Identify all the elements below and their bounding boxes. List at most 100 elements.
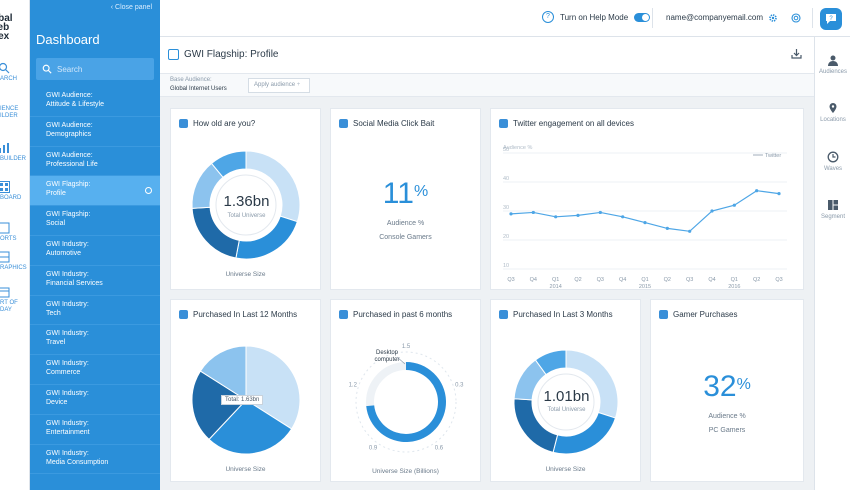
card-title-text: Gamer Purchases (673, 310, 738, 319)
rail-label: ARCH (0, 76, 18, 82)
dashboard-sidebar: ‹ Close panel Dashboard Search GWI Audie… (30, 0, 160, 490)
data-point[interactable] (621, 215, 625, 219)
x-tick-label: Q1 (641, 277, 648, 283)
active-indicator (145, 187, 152, 195)
rail-chart-of-day[interactable]: RT OF DAY (0, 286, 29, 314)
rail-reports[interactable]: ORTS (0, 222, 29, 243)
data-point[interactable] (665, 226, 669, 230)
rail-locations[interactable]: Locations (815, 102, 850, 123)
stat-number: 32 (703, 370, 737, 403)
rail-search[interactable]: ARCH (0, 62, 29, 83)
radial-guide (355, 351, 457, 453)
card-caption: Universe Size (Billions) (372, 468, 439, 475)
rail-infographics[interactable]: RAPHICS (0, 251, 29, 272)
pie-tooltip: Total: 1.63bn (221, 395, 264, 405)
card-caption: Universe Size (225, 466, 266, 473)
audience-bar: Base Audience: Global Internet Users App… (160, 73, 814, 97)
card-title: Purchased In Last 3 Months (499, 310, 613, 319)
right-rail: Audiences Locations Waves Segment (814, 37, 850, 490)
sidebar-item[interactable]: GWI Industry: Automotive (30, 236, 160, 266)
sidebar-item-label: GWI Audience: Attitude & Lifestyle (46, 92, 104, 108)
rail-audiences[interactable]: Audiences (815, 54, 850, 75)
pie-slice[interactable] (208, 399, 293, 455)
card-title-text: Twitter engagement on all devices (513, 119, 634, 128)
radial-tick-label: 0.9 (369, 445, 378, 451)
x-tick-label: Q3 (686, 277, 693, 283)
help-mode-label: Turn on Help Mode (560, 12, 629, 22)
base-audience-label: Base Audience: (170, 77, 212, 83)
pie-slice[interactable] (210, 150, 247, 178)
question-icon: ? (542, 11, 554, 23)
base-audience[interactable]: Base Audience: Global Internet Users (170, 76, 227, 94)
data-point[interactable] (643, 221, 647, 225)
card-title-text: Purchased In Last 3 Months (513, 310, 613, 319)
apply-audience-button[interactable]: Apply audience + (248, 78, 310, 93)
data-point[interactable] (755, 189, 759, 193)
legend-label: Twitter (765, 153, 781, 159)
sidebar-item[interactable]: GWI Audience: Professional Life (30, 147, 160, 177)
data-point[interactable] (554, 215, 558, 219)
rail-dashboard[interactable]: BOARD (0, 181, 29, 202)
donut-inner-ring (537, 373, 595, 431)
data-point[interactable] (509, 212, 513, 216)
data-point[interactable] (777, 192, 781, 196)
stat-number: 11 (382, 177, 414, 210)
sidebar-item[interactable]: GWI Industry: Media Consumption (30, 445, 160, 475)
chat-button[interactable]: ? (820, 8, 842, 30)
sidebar-item[interactable]: GWI Industry: Tech (30, 296, 160, 326)
close-panel-link[interactable]: ‹ Close panel (110, 4, 152, 11)
download-icon[interactable] (791, 48, 802, 59)
sidebar-item-label: GWI Industry: Financial Services (46, 270, 103, 287)
user-email[interactable]: name@companyemail.com (666, 13, 764, 22)
sidebar-item[interactable]: GWI Flagship: Social (30, 206, 160, 236)
data-point[interactable] (710, 209, 714, 213)
sidebar-item[interactable]: GWI Industry: Entertainment (30, 415, 160, 445)
sidebar-item-label: GWI Audience: Demographics (46, 121, 93, 138)
sidebar-item-label: GWI Industry: Tech (46, 300, 89, 317)
sidebar-item-label: GWI Flagship: Profile (46, 181, 91, 198)
card-title-text: Purchased In Last 12 Months (193, 310, 298, 319)
card-title: Social Media Click Bait (339, 119, 434, 128)
y-tick-label: 50 (503, 147, 509, 153)
rail-chart-builder[interactable]: BUILDER (0, 142, 29, 163)
data-point[interactable] (531, 210, 535, 215)
dashboard-list: GWI Audience: Attitude & Lifestyle GWI A… (30, 87, 160, 475)
sidebar-item[interactable]: GWI Industry: Financial Services (30, 266, 160, 296)
radial-callout: Desktop (376, 350, 399, 356)
search-input[interactable]: Search (36, 58, 154, 80)
rail-audience-builder[interactable]: IENCE ILDER (0, 106, 29, 120)
sidebar-item-label: GWI Industry: Travel (46, 330, 89, 347)
card-purchased-12: Purchased In Last 12 Months Total: 1.63b… (170, 299, 321, 482)
pie-slice[interactable] (534, 349, 567, 376)
help-mode-toggle[interactable]: ? Turn on Help Mode (542, 11, 651, 23)
search-icon (42, 64, 52, 74)
sidebar-item[interactable]: GWI Industry: Commerce (30, 355, 160, 385)
toggle-switch[interactable] (634, 12, 651, 22)
data-point[interactable] (732, 203, 736, 207)
sidebar-item[interactable]: GWI Audience: Attitude & Lifestyle (30, 87, 160, 117)
pie-slice[interactable] (191, 370, 247, 441)
rail-label: ORTS (0, 236, 17, 242)
sidebar-item-active[interactable]: GWI Flagship: Profile (30, 176, 160, 207)
y-tick-label: 40 (503, 176, 509, 182)
card-purchased-3: Purchased In Last 3 Months 1.01bn Total … (490, 299, 641, 482)
rail-segment[interactable]: Segment (815, 199, 850, 220)
page-title: GWI Flagship: Profile (184, 49, 279, 60)
sidebar-item[interactable]: GWI Industry: Travel (30, 325, 160, 356)
data-point[interactable] (598, 210, 602, 215)
pie-slice[interactable] (199, 345, 247, 401)
rail-waves[interactable]: Waves (815, 151, 850, 172)
gear-icon[interactable] (768, 13, 778, 23)
logo: obal veb dex (0, 13, 13, 42)
sidebar-item[interactable]: GWI Industry: Device (30, 385, 160, 415)
globe-icon[interactable] (791, 13, 801, 23)
age-donut-chart (191, 150, 301, 260)
data-point[interactable] (688, 229, 692, 233)
sidebar-item[interactable]: GWI Audience: Demographics (30, 117, 160, 147)
data-point[interactable] (576, 213, 580, 217)
x-group-label: 2014 (550, 284, 562, 289)
stat-value: 11% (331, 177, 480, 211)
dashboard-icon (168, 49, 179, 60)
card-title-text: Social Media Click Bait (353, 119, 435, 128)
